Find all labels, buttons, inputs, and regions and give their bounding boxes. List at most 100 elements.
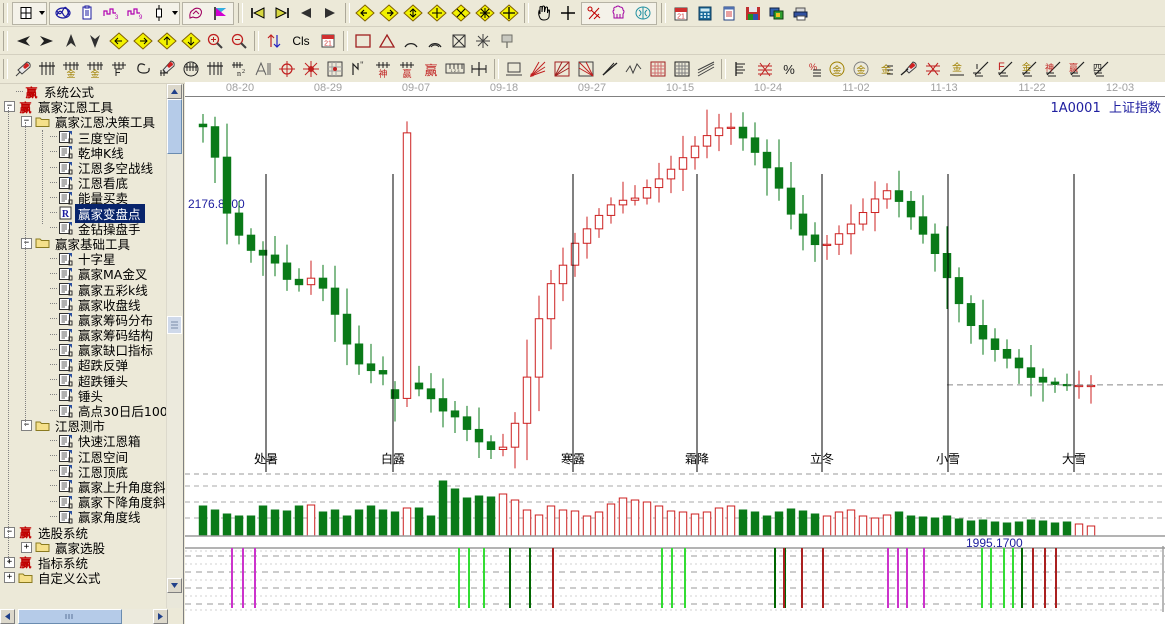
- sidebar-vertical-scrollbar[interactable]: [166, 84, 182, 608]
- tree-expander-minus[interactable]: −: [21, 420, 32, 432]
- diamond-updown-button[interactable]: [401, 2, 425, 24]
- red-cross-icon[interactable]: [921, 58, 945, 80]
- tree-item-5[interactable]: 江恩多空战线: [0, 160, 168, 176]
- slash-shen-icon[interactable]: 神: [1041, 58, 1065, 80]
- tree-item-12[interactable]: 赢家MA金叉: [0, 266, 168, 282]
- chart-panel[interactable]: 08-20 08-29 09-07 09-18 09-27 10-15 10-24 11-02…: [185, 82, 1165, 624]
- diamond-cross-button[interactable]: [425, 2, 449, 24]
- line-slope-icon[interactable]: [598, 58, 622, 80]
- grid-black-icon[interactable]: [670, 58, 694, 80]
- slashF-icon[interactable]: F: [993, 58, 1017, 80]
- slash-ying-icon[interactable]: 赢: [1065, 58, 1089, 80]
- chart-overlay-button[interactable]: [51, 2, 75, 24]
- scroll-thumb-h[interactable]: [18, 609, 122, 624]
- calendar-icon[interactable]: 21: [316, 30, 340, 52]
- tree-item-6[interactable]: 江恩看底: [0, 175, 168, 191]
- rectangle-icon[interactable]: [351, 30, 375, 52]
- tree-item-31[interactable]: + 赢指标系统: [0, 555, 168, 571]
- brain-icon[interactable]: [631, 2, 655, 24]
- candle-style-button[interactable]: [147, 2, 171, 24]
- gold-circle-icon[interactable]: 金: [825, 58, 849, 80]
- copy-icon[interactable]: [765, 2, 789, 24]
- subchart9-button[interactable]: 9: [123, 2, 147, 24]
- cone-up-icon[interactable]: [59, 30, 83, 52]
- gold-lines-icon[interactable]: 金: [945, 58, 969, 80]
- spiral-icon[interactable]: [131, 58, 155, 80]
- tree-item-7[interactable]: 能量买卖: [0, 190, 168, 206]
- fan-red-icon[interactable]: [526, 58, 550, 80]
- arc-icon[interactable]: [399, 30, 423, 52]
- tree-item-26[interactable]: 赢家上升角度斜: [0, 479, 168, 495]
- diamond-move-button[interactable]: [497, 2, 521, 24]
- ying-icon[interactable]: 赢: [395, 58, 419, 80]
- sidebar-horizontal-scrollbar[interactable]: [0, 609, 168, 624]
- all-icon[interactable]: [251, 58, 275, 80]
- scroll-down-button[interactable]: [167, 578, 182, 593]
- comb2-icon[interactable]: [203, 58, 227, 80]
- tree-item-27[interactable]: 赢家下降角度斜: [0, 494, 168, 510]
- tree-item-0[interactable]: 赢系统公式: [0, 84, 168, 100]
- scroll-right-button[interactable]: [153, 609, 168, 624]
- slash-gold-icon[interactable]: 金: [1017, 58, 1041, 80]
- slash1-icon[interactable]: [969, 58, 993, 80]
- tree-item-20[interactable]: 锤头: [0, 388, 168, 404]
- tree-expander-plus[interactable]: +: [4, 572, 15, 584]
- calendar-icon[interactable]: 21: [669, 2, 693, 24]
- zoom-in-icon[interactable]: [203, 30, 227, 52]
- arrow-right-icon[interactable]: [35, 30, 59, 52]
- updown-arrow-icon[interactable]: [262, 30, 286, 52]
- first-page-button[interactable]: [246, 2, 270, 24]
- scroll-up-button[interactable]: [167, 84, 182, 99]
- tree-item-28[interactable]: 赢家角度线: [0, 509, 168, 525]
- ying2-icon[interactable]: 赢: [419, 58, 443, 80]
- pushpin-icon[interactable]: [495, 30, 519, 52]
- tree-item-17[interactable]: 赢家缺口指标: [0, 342, 168, 358]
- comb-icon[interactable]: [35, 58, 59, 80]
- scroll-thumb[interactable]: [167, 99, 182, 154]
- prev-button[interactable]: [294, 2, 318, 24]
- fan-box2-icon[interactable]: [574, 58, 598, 80]
- chevron-down-icon[interactable]: [172, 11, 178, 15]
- star-burst-icon[interactable]: [471, 30, 495, 52]
- tree-item-21[interactable]: 高点30日后100: [0, 403, 168, 419]
- quote-icon[interactable]: ": [347, 58, 371, 80]
- tree-item-3[interactable]: 三度空间: [0, 130, 168, 146]
- formula-tree[interactable]: 赢系统公式 − 赢赢家江恩工具 − 赢家江恩决策工具 三度空间 乾坤K线 江恩多空战线 江恩看底…: [0, 84, 168, 608]
- percent-icon[interactable]: %: [777, 58, 801, 80]
- tree-item-9[interactable]: 金钻操盘手: [0, 221, 168, 237]
- cone-down-icon[interactable]: [83, 30, 107, 52]
- tree-expander-minus[interactable]: −: [4, 101, 15, 113]
- slash-si-icon[interactable]: 四: [1089, 58, 1113, 80]
- tree-item-32[interactable]: + 自定义公式: [0, 570, 168, 586]
- hand-icon[interactable]: [532, 2, 556, 24]
- tree-item-8[interactable]: R 赢家变盘点: [0, 203, 168, 223]
- tree-item-16[interactable]: 赢家筹码结构: [0, 327, 168, 343]
- printer-icon[interactable]: [789, 2, 813, 24]
- percent-cross-icon[interactable]: [753, 58, 777, 80]
- percent-eq-icon[interactable]: %: [801, 58, 825, 80]
- diamond-right-button[interactable]: [377, 2, 401, 24]
- arrow-left-icon[interactable]: [11, 30, 35, 52]
- tree-item-23[interactable]: 快速江恩箱: [0, 433, 168, 449]
- fan-box-icon[interactable]: [550, 58, 574, 80]
- gold-comb2-icon[interactable]: 金: [83, 58, 107, 80]
- zoom-out-icon[interactable]: [227, 30, 251, 52]
- gold-comb-icon[interactable]: 金: [59, 58, 83, 80]
- starburst-icon[interactable]: [299, 58, 323, 80]
- diamond-down-icon[interactable]: [179, 30, 203, 52]
- cross-box-icon[interactable]: [447, 30, 471, 52]
- last-page-button[interactable]: [270, 2, 294, 24]
- scissors-icon[interactable]: [583, 2, 607, 24]
- frame-icon[interactable]: [502, 58, 526, 80]
- period-selector-group[interactable]: [12, 1, 47, 25]
- triangle-icon[interactable]: [375, 30, 399, 52]
- rocket-icon[interactable]: [11, 58, 35, 80]
- save-icon[interactable]: [741, 2, 765, 24]
- tree-item-1[interactable]: − 赢赢家江恩工具: [0, 99, 168, 115]
- tree-item-4[interactable]: 乾坤K线: [0, 145, 168, 161]
- channel-icon[interactable]: [694, 58, 718, 80]
- tree-item-15[interactable]: 赢家筹码分布: [0, 312, 168, 328]
- group-icon[interactable]: [607, 2, 631, 24]
- report-button[interactable]: [75, 2, 99, 24]
- subchart3-button[interactable]: 3: [99, 2, 123, 24]
